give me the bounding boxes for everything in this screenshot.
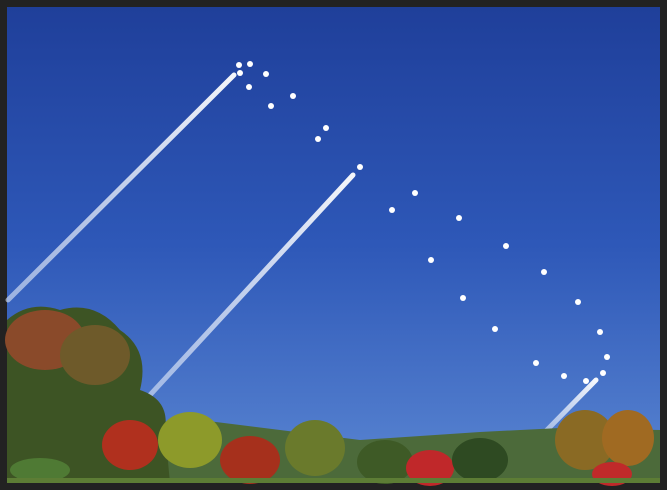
sun-dot xyxy=(246,84,252,90)
sun-dot xyxy=(583,378,589,384)
tree xyxy=(285,420,345,476)
tree xyxy=(60,325,130,385)
sun-dot xyxy=(263,71,269,77)
sun-dot xyxy=(268,103,274,109)
photo xyxy=(0,0,667,490)
tree xyxy=(452,438,508,482)
sun-dot xyxy=(561,373,567,379)
tree xyxy=(602,410,654,466)
sun-dot xyxy=(456,215,462,221)
sun-dot xyxy=(323,125,329,131)
sun-dot xyxy=(315,136,321,142)
sun-dot xyxy=(575,299,581,305)
sun-dot xyxy=(503,243,509,249)
lawn xyxy=(7,478,660,483)
sun-dot xyxy=(541,269,547,275)
sun-dot xyxy=(247,61,253,67)
sun-dot xyxy=(236,62,242,68)
sun-dot xyxy=(357,164,363,170)
tree xyxy=(102,420,158,470)
sun-dot xyxy=(533,360,539,366)
sun-dot xyxy=(597,329,603,335)
sun-dot xyxy=(389,207,395,213)
tree xyxy=(158,412,222,468)
sun-dot xyxy=(428,257,434,263)
tree xyxy=(357,440,413,484)
sun-dot xyxy=(290,93,296,99)
sun-dot xyxy=(460,295,466,301)
sun-dot xyxy=(604,354,610,360)
tree xyxy=(220,436,280,484)
sun-dot xyxy=(237,70,243,76)
sun-dot xyxy=(492,326,498,332)
sun-dot xyxy=(600,370,606,376)
sun-dot xyxy=(412,190,418,196)
